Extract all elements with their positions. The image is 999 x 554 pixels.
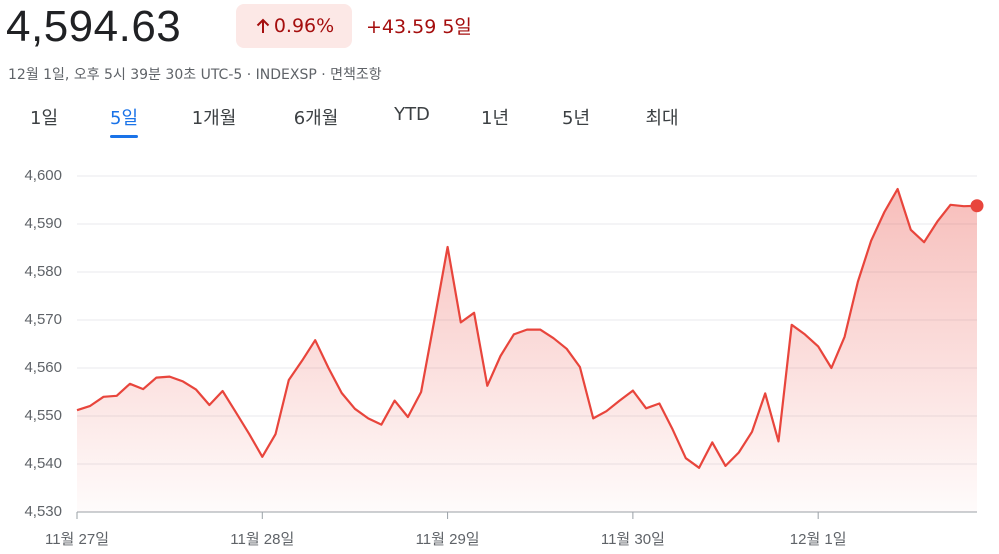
x-tick-label: 11월 29일: [416, 531, 480, 548]
line: [76, 187, 978, 469]
tab[interactable]: 1일: [29, 108, 59, 129]
change-percent: 0.96%: [273, 15, 335, 37]
change: +43.59 5일: [366, 12, 472, 39]
up-arrow: [256, 18, 270, 33]
y-tick-label: 4,570: [24, 311, 62, 328]
price: 4,594.63: [6, 2, 182, 51]
tab[interactable]: 1년: [480, 108, 510, 129]
tab[interactable]: 1개월: [191, 108, 237, 129]
y-tick-label: 4,600: [24, 167, 62, 184]
tab[interactable]: 5년: [561, 108, 591, 129]
tab[interactable]: 최대: [645, 108, 679, 129]
x-tick-label: 11월 27일: [45, 531, 109, 548]
y-tick-label: 4,540: [24, 455, 62, 472]
y-tick-label: 4,550: [24, 407, 62, 424]
tab[interactable]: 5일: [109, 104, 139, 138]
y-tick-label: 4,530: [24, 503, 62, 520]
area: [77, 189, 977, 512]
x-tick-label: 11월 28일: [230, 531, 294, 548]
y-tick-label: 4,560: [24, 359, 62, 376]
x-tick-label: 11월 30일: [601, 531, 665, 548]
change-badge: 0.96%: [236, 4, 352, 48]
subtitle: 12월 1일, 오후 5시 39분 30초 UTC-5 · INDEXSP · …: [8, 67, 382, 83]
change-value: +43.59: [366, 16, 437, 38]
x-tick-label: 12월 1일: [790, 531, 847, 548]
tab[interactable]: 6개월: [293, 108, 339, 129]
tab[interactable]: YTD: [394, 104, 430, 125]
y-tick-label: 4,580: [24, 263, 62, 280]
y-tick-label: 4,590: [24, 215, 62, 232]
period: 5일: [442, 16, 472, 38]
last-point: [970, 199, 984, 213]
